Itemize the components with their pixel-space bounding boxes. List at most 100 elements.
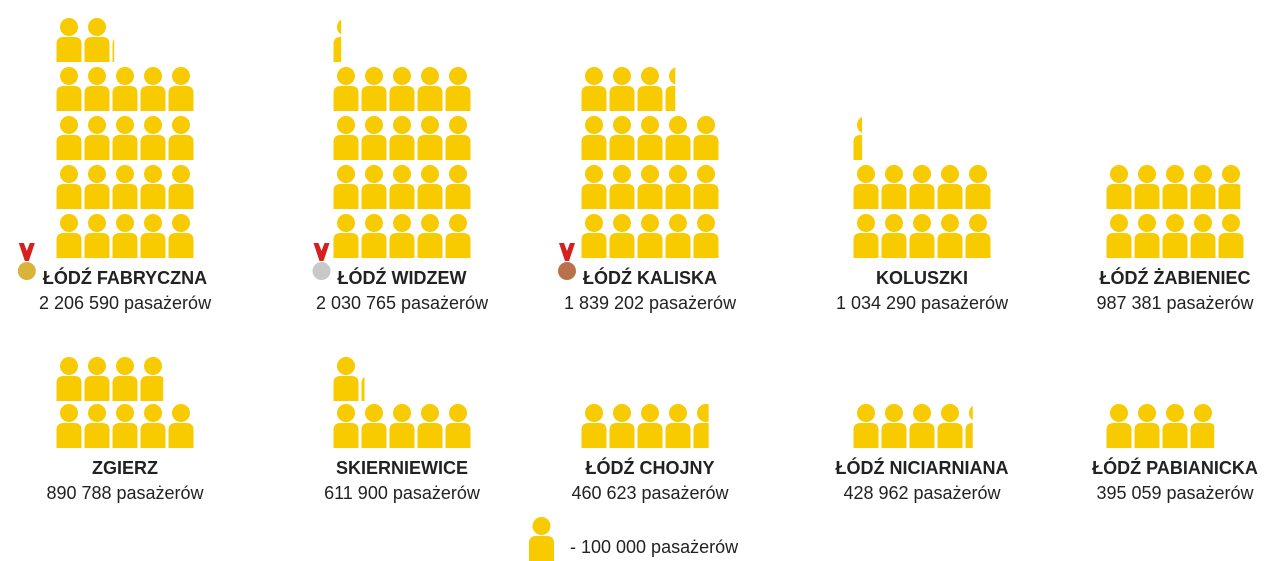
- icon-head: [172, 214, 190, 232]
- icon-body: [853, 184, 879, 209]
- person-icon: [1190, 404, 1215, 448]
- icon-body: [140, 423, 166, 448]
- icon-body: [56, 135, 82, 160]
- icon-head: [1166, 214, 1184, 232]
- person-icon: [637, 116, 663, 160]
- passenger-count: 987 381 pasażerów: [1096, 293, 1254, 313]
- person-icon: [665, 67, 676, 111]
- person-icon: [417, 67, 443, 111]
- icon-body: [445, 233, 471, 258]
- icon-body: [637, 135, 663, 160]
- icon-body: [1134, 184, 1160, 209]
- icon-head: [60, 357, 78, 375]
- icon-body: [84, 376, 110, 401]
- person-icon: [637, 214, 663, 258]
- icon-body: [417, 184, 443, 209]
- passenger-count: 395 059 pasażerów: [1096, 483, 1254, 503]
- person-icon: [140, 67, 166, 111]
- icon-head: [969, 214, 987, 232]
- icon-body: [909, 184, 935, 209]
- icon-head: [393, 404, 411, 422]
- icon-body: [1190, 233, 1216, 258]
- icon-head: [532, 517, 551, 535]
- icon-body: [333, 135, 359, 160]
- icon-body: [937, 423, 963, 448]
- person-icon: [361, 214, 387, 258]
- icon-head: [1138, 214, 1156, 232]
- icon-head: [585, 404, 603, 422]
- icon-body: [112, 184, 138, 209]
- person-icon: [56, 357, 82, 401]
- icon-body: [112, 38, 115, 62]
- icon-body: [56, 233, 82, 258]
- icon-body: [581, 423, 607, 448]
- icon-head: [857, 404, 875, 422]
- icon-head: [144, 214, 162, 232]
- person-icon: [168, 67, 194, 111]
- icon-head: [421, 404, 439, 422]
- person-icon: [609, 67, 635, 111]
- icon-body: [665, 423, 691, 448]
- icon-body: [1134, 423, 1160, 448]
- icon-head: [337, 214, 355, 232]
- person-icon: [140, 357, 164, 401]
- icon-body: [140, 233, 166, 258]
- icon-body: [417, 135, 443, 160]
- icon-head: [641, 67, 659, 85]
- icon-head: [613, 165, 631, 183]
- icon-head: [1110, 165, 1128, 183]
- person-icon: [937, 165, 963, 209]
- icon-head: [913, 214, 931, 232]
- icon-body: [417, 86, 443, 111]
- icon-body: [389, 423, 415, 448]
- icon-body: [112, 135, 138, 160]
- icon-head: [337, 404, 355, 422]
- icon-head: [669, 67, 676, 85]
- person-icon: [389, 116, 415, 160]
- person-icon: [1190, 214, 1216, 258]
- icon-body: [581, 184, 607, 209]
- person-icon: [665, 214, 691, 258]
- icon-body: [853, 233, 879, 258]
- icon-head: [337, 116, 355, 134]
- person-icon: [609, 214, 635, 258]
- icon-head: [641, 165, 659, 183]
- legend-label: - 100 000 pasażerów: [570, 537, 739, 557]
- person-icon: [140, 165, 166, 209]
- icon-body: [937, 184, 963, 209]
- passenger-count: 1 839 202 pasażerów: [564, 293, 737, 313]
- icon-head: [1166, 404, 1184, 422]
- icon-body: [881, 184, 907, 209]
- person-icon: [140, 116, 166, 160]
- icon-body: [333, 233, 359, 258]
- icon-head: [88, 404, 106, 422]
- icon-body: [609, 423, 635, 448]
- person-icon: [909, 404, 935, 448]
- icon-head: [144, 404, 162, 422]
- icon-head: [669, 165, 687, 183]
- icon-head: [697, 214, 715, 232]
- person-icon: [417, 116, 443, 160]
- icon-head: [365, 116, 383, 134]
- icon-head: [585, 67, 603, 85]
- icon-head: [365, 165, 383, 183]
- icon-body: [581, 86, 607, 111]
- person-icon: [140, 404, 166, 448]
- person-icon: [445, 116, 471, 160]
- person-icon: [333, 165, 359, 209]
- station-name: ŁÓDŹ FABRYCZNA: [43, 267, 207, 288]
- icon-body: [1190, 423, 1215, 448]
- icon-head: [613, 404, 631, 422]
- person-icon: [417, 214, 443, 258]
- icon-head: [613, 116, 631, 134]
- icon-body: [389, 184, 415, 209]
- icon-body: [84, 184, 110, 209]
- icon-head: [449, 67, 467, 85]
- icon-head: [116, 165, 134, 183]
- person-icon: [56, 404, 82, 448]
- icon-head: [116, 357, 134, 375]
- person-icon: [881, 404, 907, 448]
- icon-head: [421, 165, 439, 183]
- icon-head: [337, 165, 355, 183]
- station-name: ŁÓDŹ WIDZEW: [338, 267, 467, 288]
